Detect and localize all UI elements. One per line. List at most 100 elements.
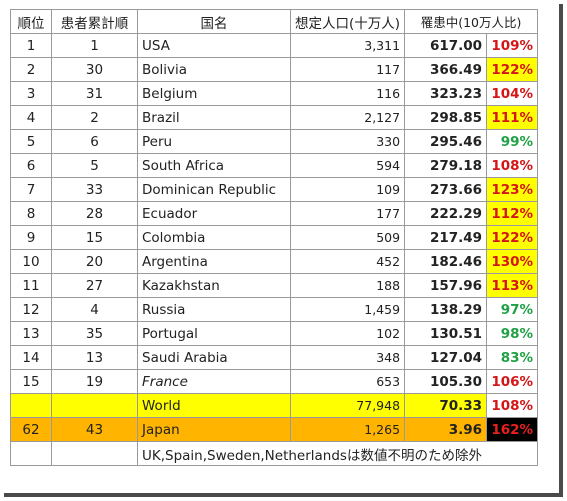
population-cell: 594 bbox=[289, 153, 406, 178]
cumulative-rank-cell: 1 bbox=[51, 33, 138, 58]
cumulative-rank-cell: 31 bbox=[51, 81, 138, 106]
population-cell: 117 bbox=[289, 57, 406, 82]
header-population: 想定人口(十万人) bbox=[289, 9, 406, 34]
cumulative-rank-cell: 35 bbox=[51, 321, 138, 346]
population-cell: 509 bbox=[289, 225, 406, 250]
cumulative-rank-cell: 4 bbox=[51, 297, 138, 322]
header-rate: 罹患中(10万人比) bbox=[404, 9, 539, 34]
rate-cell: 222.29 bbox=[404, 201, 488, 226]
rate-cell: 273.66 bbox=[404, 177, 488, 202]
cumulative-rank-cell: 27 bbox=[51, 273, 138, 298]
table-row: 13 35 Portugal 102 130.51 98% bbox=[10, 321, 539, 346]
table-body: 1 1 USA 3,311 617.00 109% 2 30 Bolivia 117 366.49 1… bbox=[10, 33, 539, 466]
rate-cell: 295.46 bbox=[404, 129, 488, 154]
table-row: 5 6 Peru 330 295.46 99% bbox=[10, 129, 539, 154]
table-row: 8 28 Ecuador 177 222.29 112% bbox=[10, 201, 539, 226]
percent-cell: 104% bbox=[486, 81, 539, 106]
country-cell: USA bbox=[137, 33, 291, 58]
note-row: UK,Spain,Sweden,Netherlandsは数値不明のため除外 bbox=[10, 441, 539, 466]
percent-cell: 106% bbox=[486, 369, 539, 394]
header-cumulative-rank: 患者累計順 bbox=[51, 9, 138, 34]
percent-cell: 109% bbox=[486, 33, 539, 58]
percent-cell: 123% bbox=[486, 177, 539, 202]
rate-cell: 323.23 bbox=[404, 81, 488, 106]
rank-cell: 2 bbox=[10, 57, 52, 82]
japan-country: Japan bbox=[137, 417, 291, 442]
cumulative-rank-cell: 20 bbox=[51, 249, 138, 274]
cumulative-rank-cell: 30 bbox=[51, 57, 138, 82]
table-row: 1 1 USA 3,311 617.00 109% bbox=[10, 33, 539, 58]
table-row: 3 31 Belgium 116 323.23 104% bbox=[10, 81, 539, 106]
country-cell: Dominican Republic bbox=[137, 177, 291, 202]
country-cell: Peru bbox=[137, 129, 291, 154]
rank-cell: 7 bbox=[10, 177, 52, 202]
percent-cell: 111% bbox=[486, 105, 539, 130]
cumulative-rank-cell: 6 bbox=[51, 129, 138, 154]
rank-cell: 14 bbox=[10, 345, 52, 370]
country-cell: Argentina bbox=[137, 249, 291, 274]
rate-cell: 157.96 bbox=[404, 273, 488, 298]
rate-cell: 138.29 bbox=[404, 297, 488, 322]
world-population: 77,948 bbox=[289, 393, 406, 418]
population-cell: 188 bbox=[289, 273, 406, 298]
percent-cell: 113% bbox=[486, 273, 539, 298]
rank-cell: 4 bbox=[10, 105, 52, 130]
note-empty-cell bbox=[10, 441, 52, 466]
table-row: 12 4 Russia 1,459 138.29 97% bbox=[10, 297, 539, 322]
cumulative-rank-cell: 15 bbox=[51, 225, 138, 250]
country-cell: South Africa bbox=[137, 153, 291, 178]
table-row: 7 33 Dominican Republic 109 273.66 123% bbox=[10, 177, 539, 202]
country-cell: France bbox=[137, 369, 291, 394]
world-rate: 70.33 bbox=[404, 393, 488, 418]
population-cell: 653 bbox=[289, 369, 406, 394]
table-row: 15 19 France 653 105.30 106% bbox=[10, 369, 539, 394]
country-cell: Ecuador bbox=[137, 201, 291, 226]
percent-cell: 99% bbox=[486, 129, 539, 154]
rank-cell: 9 bbox=[10, 225, 52, 250]
population-cell: 3,311 bbox=[289, 33, 406, 58]
cumulative-rank-cell: 19 bbox=[51, 369, 138, 394]
percent-cell: 108% bbox=[486, 153, 539, 178]
rank-cell: 13 bbox=[10, 321, 52, 346]
rate-cell: 182.46 bbox=[404, 249, 488, 274]
japan-population: 1,265 bbox=[289, 417, 406, 442]
cumulative-rank-cell: 5 bbox=[51, 153, 138, 178]
table-row: 4 2 Brazil 2,127 298.85 111% bbox=[10, 105, 539, 130]
cumulative-rank-cell: 13 bbox=[51, 345, 138, 370]
rate-cell: 127.04 bbox=[404, 345, 488, 370]
world-country: World bbox=[137, 393, 291, 418]
percent-cell: 122% bbox=[486, 57, 539, 82]
country-cell: Brazil bbox=[137, 105, 291, 130]
population-cell: 109 bbox=[289, 177, 406, 202]
percent-cell: 97% bbox=[486, 297, 539, 322]
japan-rate: 3.96 bbox=[404, 417, 488, 442]
rate-cell: 366.49 bbox=[404, 57, 488, 82]
table-header-row: 順位 患者累計順 国名 想定人口(十万人) 罹患中(10万人比) bbox=[10, 9, 539, 34]
table-row: 6 5 South Africa 594 279.18 108% bbox=[10, 153, 539, 178]
ranking-table: 順位 患者累計順 国名 想定人口(十万人) 罹患中(10万人比) 1 1 USA 3,… bbox=[10, 9, 539, 466]
country-cell: Portugal bbox=[137, 321, 291, 346]
rate-cell: 298.85 bbox=[404, 105, 488, 130]
world-cumulative bbox=[51, 393, 138, 418]
japan-cumulative: 43 bbox=[51, 417, 138, 442]
country-cell: Colombia bbox=[137, 225, 291, 250]
country-cell: Kazakhstan bbox=[137, 273, 291, 298]
country-cell: Saudi Arabia bbox=[137, 345, 291, 370]
population-cell: 102 bbox=[289, 321, 406, 346]
population-cell: 452 bbox=[289, 249, 406, 274]
rank-cell: 1 bbox=[10, 33, 52, 58]
percent-cell: 83% bbox=[486, 345, 539, 370]
rank-cell: 10 bbox=[10, 249, 52, 274]
country-cell: Russia bbox=[137, 297, 291, 322]
world-percent: 108% bbox=[486, 393, 539, 418]
percent-cell: 98% bbox=[486, 321, 539, 346]
percent-cell: 122% bbox=[486, 225, 539, 250]
rate-cell: 217.49 bbox=[404, 225, 488, 250]
rank-cell: 12 bbox=[10, 297, 52, 322]
japan-percent: 162% bbox=[486, 417, 539, 442]
population-cell: 2,127 bbox=[289, 105, 406, 130]
rank-cell: 15 bbox=[10, 369, 52, 394]
population-cell: 116 bbox=[289, 81, 406, 106]
table-row: 14 13 Saudi Arabia 348 127.04 83% bbox=[10, 345, 539, 370]
cumulative-rank-cell: 33 bbox=[51, 177, 138, 202]
